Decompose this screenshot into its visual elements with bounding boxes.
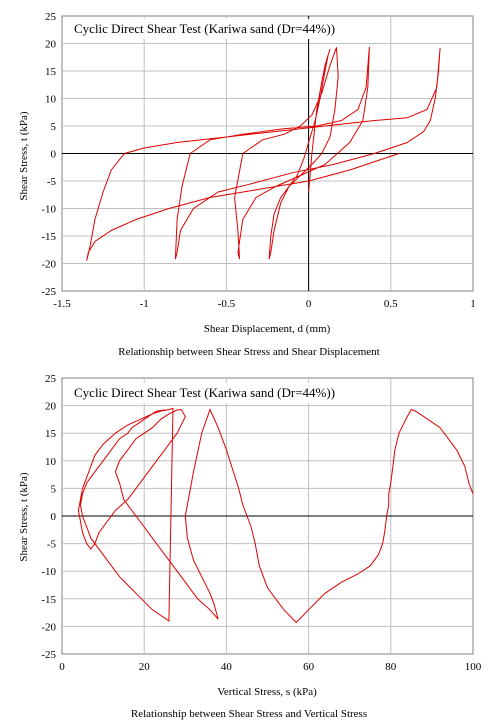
y-tick-label-2: -15 — [41, 594, 56, 606]
x-tick-label-1: -1.5 — [53, 298, 71, 310]
title-box-2 — [70, 383, 372, 403]
y-tick-label-1: 20 — [45, 39, 57, 51]
y-tick-label-1: -5 — [47, 176, 57, 188]
caption-2: Relationship between Shear Stress and Ve… — [131, 708, 367, 720]
y-tick-label-2: -20 — [41, 621, 56, 633]
y-tick-label-2: 10 — [45, 456, 57, 468]
y-tick-label-1: -25 — [41, 286, 56, 298]
y-tick-label-2: 20 — [45, 401, 57, 413]
y-tick-label-2: 5 — [51, 483, 57, 495]
x-tick-label-1: -0.5 — [218, 298, 236, 310]
y-tick-label-1: 5 — [51, 121, 57, 133]
x-tick-label-2: 100 — [465, 661, 482, 673]
x-tick-label-1: 0 — [306, 298, 312, 310]
series-line-2 — [77, 407, 474, 624]
x-tick-label-1: -1 — [140, 298, 149, 310]
y-tick-labels-2: 25 20 15 10 5 0 -5 -10 -15 -20 -25 — [41, 373, 56, 661]
shear-displacement-chart: 25 20 15 10 5 0 -5 -10 -15 -20 -25 -1.5 -1 -0.5 0 0.5 1… — [18, 11, 476, 358]
x-axis-label-1: Shear Displacement, d (mm) — [204, 323, 331, 335]
y-tick-label-1: -20 — [41, 259, 56, 271]
x-tick-label-1: 0.5 — [384, 298, 398, 310]
chart-title-1: Cyclic Direct Shear Test (Kariwa sand (D… — [74, 21, 335, 36]
title-box-1 — [70, 19, 372, 39]
y-tick-label-1: -15 — [41, 231, 56, 243]
x-tick-label-2: 20 — [139, 661, 151, 673]
x-tick-label-2: 60 — [303, 661, 315, 673]
y-tick-label-2: -10 — [41, 566, 56, 578]
x-tick-labels-1: -1.5 -1 -0.5 0 0.5 1 — [53, 298, 475, 310]
y-axis-label-1: Shear Stress, t (kPa) — [18, 111, 30, 201]
x-tick-label-2: 40 — [221, 661, 233, 673]
y-tick-label-2: 25 — [45, 373, 57, 385]
x-tick-label-1: 1 — [470, 298, 476, 310]
x-tick-label-2: 0 — [59, 661, 65, 673]
y-tick-label-2: -5 — [47, 539, 57, 551]
vertical-stress-chart: 25 20 15 10 5 0 -5 -10 -15 -20 -25 0 20 40 60 80 100 Cy… — [18, 373, 482, 720]
y-axis-label-2: Shear Stress, t (kPa) — [18, 472, 30, 562]
y-tick-label-2: 0 — [51, 511, 57, 523]
y-tick-label-2: 15 — [45, 428, 57, 440]
zero-axes-1 — [62, 16, 473, 291]
y-tick-label-1: 15 — [45, 66, 57, 78]
x-axis-label-2: Vertical Stress, s (kPa) — [217, 686, 317, 698]
y-tick-label-2: -25 — [41, 649, 56, 661]
x-tick-label-2: 80 — [385, 661, 397, 673]
y-tick-label-1: 10 — [45, 94, 57, 106]
caption-1: Relationship between Shear Stress and Sh… — [118, 346, 380, 358]
y-tick-label-1: 25 — [45, 11, 57, 23]
y-tick-label-1: 0 — [51, 149, 57, 161]
chart-title-2: Cyclic Direct Shear Test (Kariwa sand (D… — [74, 385, 335, 400]
y-tick-label-1: -10 — [41, 204, 56, 216]
series-line-1 — [86, 46, 441, 261]
y-tick-labels-1: 25 20 15 10 5 0 -5 -10 -15 -20 -25 — [41, 11, 56, 298]
x-tick-labels-2: 0 20 40 60 80 100 — [59, 661, 482, 673]
